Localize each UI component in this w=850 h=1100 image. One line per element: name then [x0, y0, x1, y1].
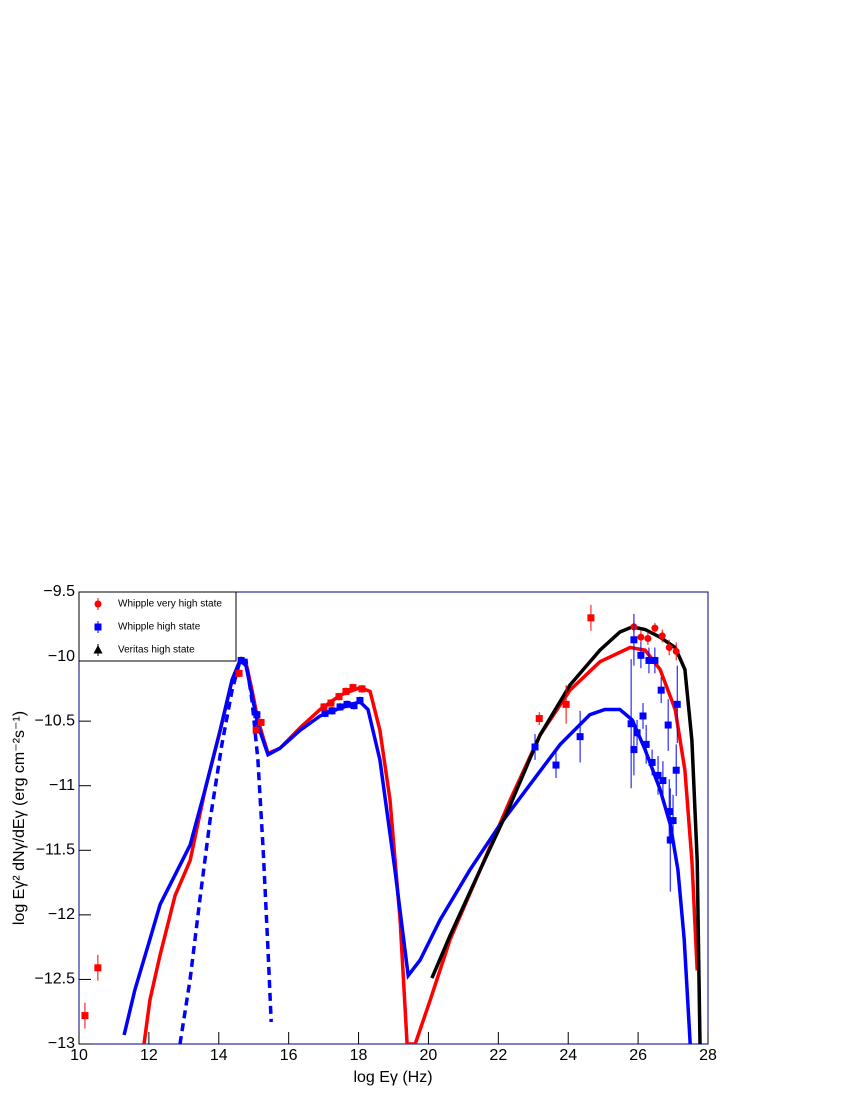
x-tick-label: 16: [280, 1047, 298, 1064]
data-point: [562, 700, 570, 708]
data-point: [576, 733, 584, 741]
y-tick-label: −10: [48, 648, 75, 665]
data-point: [645, 656, 653, 664]
data-point: [327, 699, 335, 707]
data-point: [658, 632, 666, 640]
data-point: [336, 703, 344, 711]
legend-marker: [94, 600, 102, 608]
x-tick-label: 28: [699, 1047, 717, 1064]
y-tick-label: −10.5: [35, 712, 76, 729]
y-tick-label: −12.5: [35, 971, 76, 988]
x-tick-label: 12: [140, 1047, 158, 1064]
data-point: [328, 707, 336, 715]
plot-frame: [78, 591, 709, 1045]
y-tick-label: −11.5: [36, 842, 75, 859]
y-tick-label: −13: [48, 1035, 75, 1052]
data-point: [639, 712, 647, 720]
legend-marker: [93, 645, 103, 654]
data-point: [587, 614, 595, 622]
data-point: [320, 703, 328, 711]
data-point: [642, 740, 650, 748]
data-point: [627, 720, 635, 728]
data-point: [665, 808, 673, 816]
data-point: [637, 633, 645, 641]
data-point: [665, 644, 673, 652]
data-point: [664, 721, 672, 729]
data-point: [633, 729, 641, 737]
x-tick-label: 20: [420, 1047, 438, 1064]
data-point: [535, 715, 543, 723]
data-point: [235, 669, 243, 677]
data-point: [343, 700, 351, 708]
data-point: [648, 758, 656, 766]
legend-label: Whipple high state: [118, 622, 201, 633]
data-point: [335, 693, 343, 701]
data-point: [630, 636, 638, 644]
x-tick-label: 24: [559, 1047, 577, 1064]
data-point: [81, 1012, 89, 1020]
x-tick-label: 18: [350, 1047, 368, 1064]
data-point: [321, 709, 329, 717]
plot-area: [81, 604, 702, 1044]
x-axis-title: log Eγ (Hz): [353, 1069, 432, 1086]
data-point: [342, 687, 350, 695]
data-point: [657, 686, 665, 694]
legend-label: Veritas high state: [118, 645, 195, 656]
legend-marker: [94, 623, 102, 631]
data-point: [659, 777, 667, 785]
data-point: [349, 684, 357, 692]
data-point: [252, 726, 260, 734]
data-point: [253, 711, 261, 719]
x-tick-label: 26: [629, 1047, 647, 1064]
data-point: [94, 964, 102, 972]
data-point: [644, 634, 652, 642]
model-curve: [122, 657, 692, 1044]
y-axis-title: log Eγ² dNγ/dEγ (erg cm⁻²s⁻¹): [11, 711, 28, 925]
data-point: [669, 817, 677, 825]
y-tick-label: −9.5: [43, 583, 75, 600]
data-point: [237, 656, 245, 664]
data-point: [672, 766, 680, 774]
data-point: [358, 685, 366, 693]
data-point: [630, 746, 638, 754]
model-curve: [430, 625, 702, 1044]
data-point: [672, 647, 680, 655]
data-point: [356, 696, 364, 704]
data-point: [257, 718, 265, 726]
data-point: [637, 651, 645, 659]
x-tick-label: 22: [489, 1047, 507, 1064]
data-point: [673, 700, 681, 708]
data-point: [651, 656, 659, 664]
data-point: [350, 702, 358, 710]
legend-box: [78, 591, 237, 662]
y-tick-label: −11: [49, 777, 75, 794]
x-tick-label: 14: [210, 1047, 228, 1064]
y-tick-label: −12: [48, 906, 75, 923]
legend-label: Whipple very high state: [118, 599, 222, 610]
data-point: [666, 836, 674, 844]
data-point: [531, 743, 539, 751]
x-tick-label: 10: [70, 1047, 88, 1064]
data-point: [651, 624, 659, 632]
model-curve: [178, 658, 273, 1044]
data-point: [552, 761, 560, 769]
data-point: [654, 771, 662, 779]
